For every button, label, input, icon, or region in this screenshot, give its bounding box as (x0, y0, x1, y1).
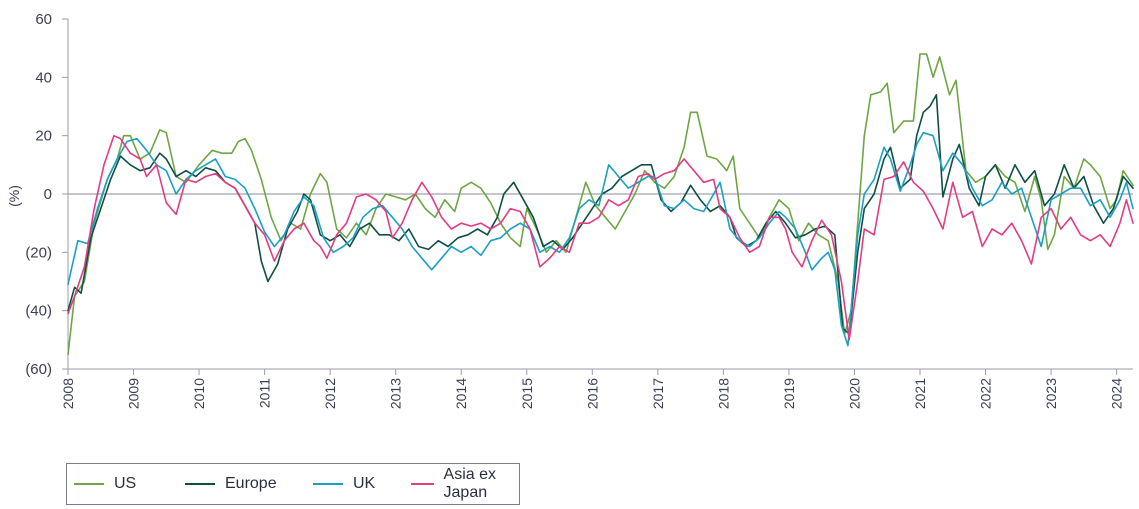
x-tick-label: 2022 (978, 378, 994, 409)
legend-swatch (411, 483, 434, 485)
x-axis: 2008 2009 2010 2011 2012 2013 2014 2015 2016 2017… (60, 368, 1133, 409)
x-tick-label: 2011 (257, 378, 273, 408)
x-tick-label: 2008 (60, 378, 76, 409)
legend-swatch (74, 483, 104, 485)
y-tick-label: 20 (35, 128, 52, 145)
x-tick-label: 2010 (191, 378, 207, 409)
series-line-us (67, 53, 1134, 356)
x-tick-label: 2021 (912, 378, 928, 409)
legend-label: UK (353, 475, 376, 492)
x-tick-label: 2012 (322, 378, 338, 409)
x-tick-label: 2017 (650, 378, 666, 409)
x-tick-label: 2023 (1043, 378, 1059, 409)
y-tick-label: (60) (25, 361, 52, 378)
legend-item-us: US (74, 464, 136, 504)
legend-label: Asia ex Japan (443, 466, 496, 501)
x-tick-label: 2020 (846, 378, 862, 409)
legend: US Europe UK Asia ex Japan (66, 463, 520, 505)
y-tick-label: 40 (35, 69, 52, 86)
legend-item-asia-ex-japan: Asia ex Japan (411, 464, 519, 504)
legend-label: US (114, 475, 137, 492)
y-tick-label: 0 (44, 186, 52, 203)
series-line-asia-ex-japan (67, 134, 1134, 341)
y-tick-label: (40) (25, 303, 52, 320)
legend-swatch (185, 483, 215, 485)
x-tick-label: 2013 (388, 378, 404, 409)
x-tick-label: 2018 (715, 378, 731, 409)
x-tick-label: 2016 (584, 378, 600, 409)
series-lines (67, 53, 1134, 356)
x-tick-label: 2019 (781, 378, 797, 409)
y-tick-label: (20) (25, 244, 52, 261)
legend-label: Europe (225, 475, 277, 492)
y-axis-label: (%) (6, 185, 22, 207)
x-tick-label: 2015 (519, 378, 535, 409)
y-axis: 60 40 20 0 (20) (40) (60) (25, 11, 69, 378)
legend-item-uk: UK (313, 464, 375, 504)
y-tick-label: 60 (35, 11, 52, 28)
series-line-uk (67, 131, 1134, 347)
legend-swatch (313, 483, 343, 485)
line-chart: 60 40 20 0 (20) (40) (60) 2008 2009 2010 2011 2012… (6, 11, 1134, 409)
x-tick-label: 2009 (126, 378, 142, 409)
x-tick-label: 2024 (1109, 378, 1125, 409)
legend-item-europe: Europe (185, 464, 277, 504)
x-tick-label: 2014 (453, 378, 469, 409)
